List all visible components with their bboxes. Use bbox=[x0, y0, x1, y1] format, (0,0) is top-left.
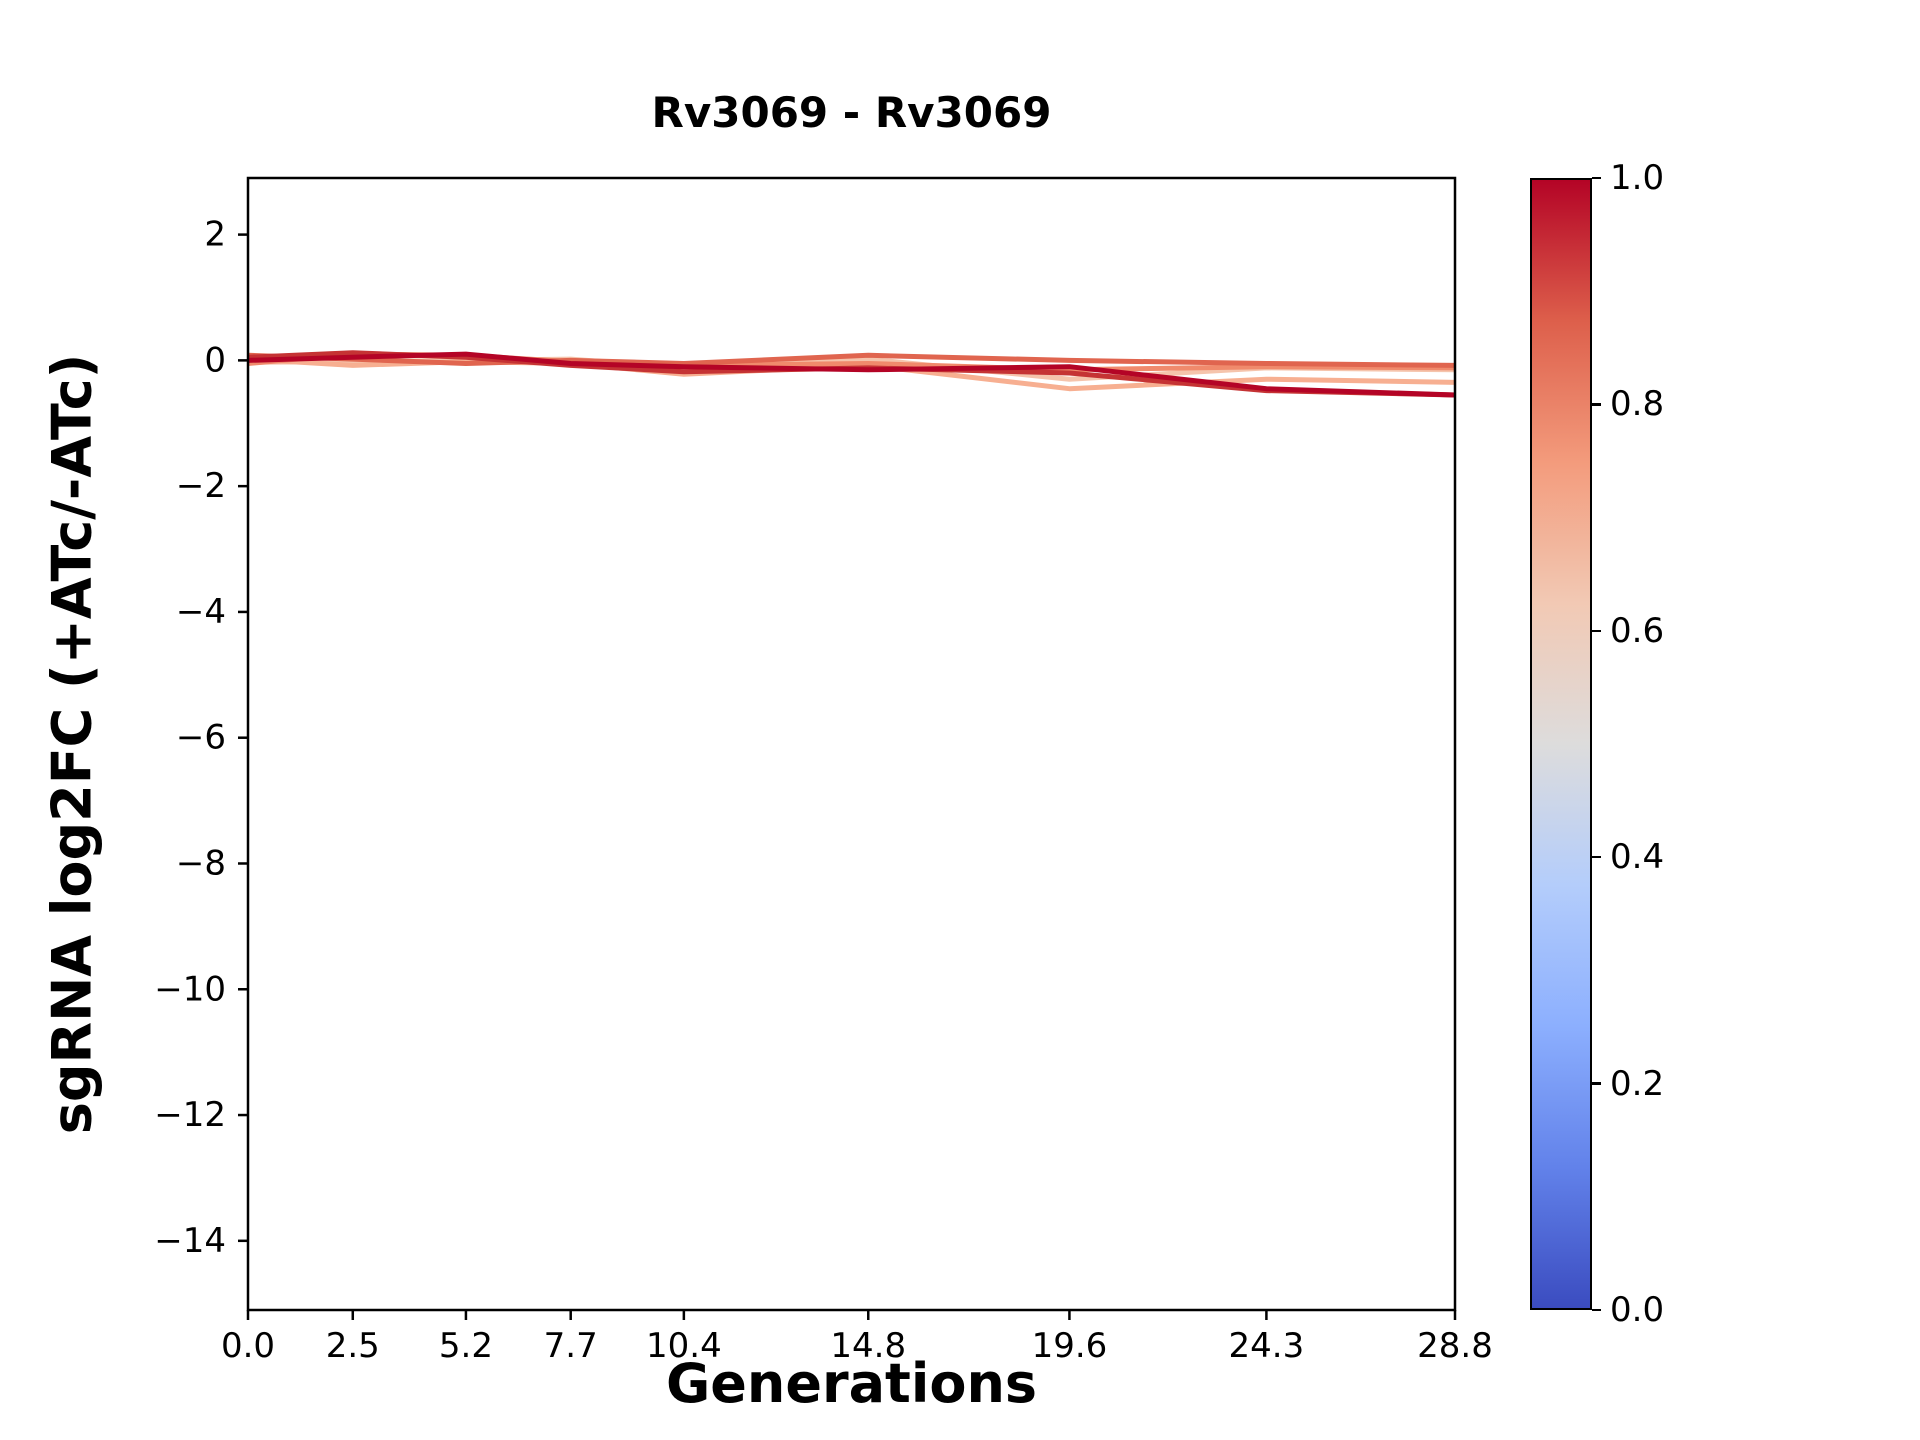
colorbar-tick-label: 0.2 bbox=[1610, 1063, 1665, 1104]
series-lines bbox=[247, 350, 1456, 398]
colorbar-tick-mark bbox=[1592, 176, 1601, 180]
tick-label: 28.8 bbox=[1417, 1326, 1493, 1366]
series-line-6 bbox=[247, 351, 1456, 398]
tick-label: −8 bbox=[176, 843, 226, 883]
tick-label: 2 bbox=[204, 215, 226, 255]
colorbar-tick-label: 0.0 bbox=[1610, 1290, 1665, 1330]
colorbar bbox=[1530, 178, 1592, 1310]
tick-label: −4 bbox=[176, 592, 226, 632]
tick-label: 2.5 bbox=[326, 1326, 380, 1366]
tick-label: 24.3 bbox=[1229, 1326, 1305, 1366]
colorbar-tick-label: 1.0 bbox=[1610, 158, 1665, 198]
tick-label: 10.4 bbox=[646, 1326, 722, 1366]
chart-title: Rv3069 - Rv3069 bbox=[651, 88, 1052, 137]
tick-label: −14 bbox=[154, 1221, 226, 1261]
x-axis-label: Generations bbox=[665, 1352, 1038, 1415]
colorbar-tick-label: 0.6 bbox=[1610, 610, 1665, 651]
colorbar-tick-label: 0.8 bbox=[1610, 384, 1665, 425]
tick-label: 5.2 bbox=[439, 1326, 493, 1366]
colorbar-tick-mark bbox=[1592, 403, 1601, 406]
colorbar-tick-mark bbox=[1592, 629, 1601, 633]
tick-label: −6 bbox=[176, 718, 226, 758]
tick-label: −12 bbox=[154, 1095, 226, 1135]
tick-label: 14.8 bbox=[830, 1326, 906, 1366]
tick-label: 0.0 bbox=[221, 1326, 275, 1366]
series-line-4 bbox=[247, 352, 1456, 368]
tick-label: −2 bbox=[176, 466, 226, 506]
tick-label: 0 bbox=[204, 340, 226, 380]
tick-label: 19.6 bbox=[1032, 1326, 1108, 1366]
colorbar-tick-mark bbox=[1592, 1308, 1601, 1312]
colorbar-tick-mark bbox=[1592, 1082, 1601, 1085]
axes-box bbox=[246, 176, 1457, 1312]
axis-ticks: 0.0 2.5 5.2 7.7 10.4 14.8 19.6 24.3 28.8 2 0 −2 −4 −6… bbox=[154, 215, 1493, 1366]
colorbar-tick-mark bbox=[1592, 855, 1601, 859]
colorbar-tick-label: 0.4 bbox=[1610, 837, 1665, 878]
tick-label: 7.7 bbox=[544, 1326, 598, 1366]
tick-label: −10 bbox=[154, 969, 226, 1009]
